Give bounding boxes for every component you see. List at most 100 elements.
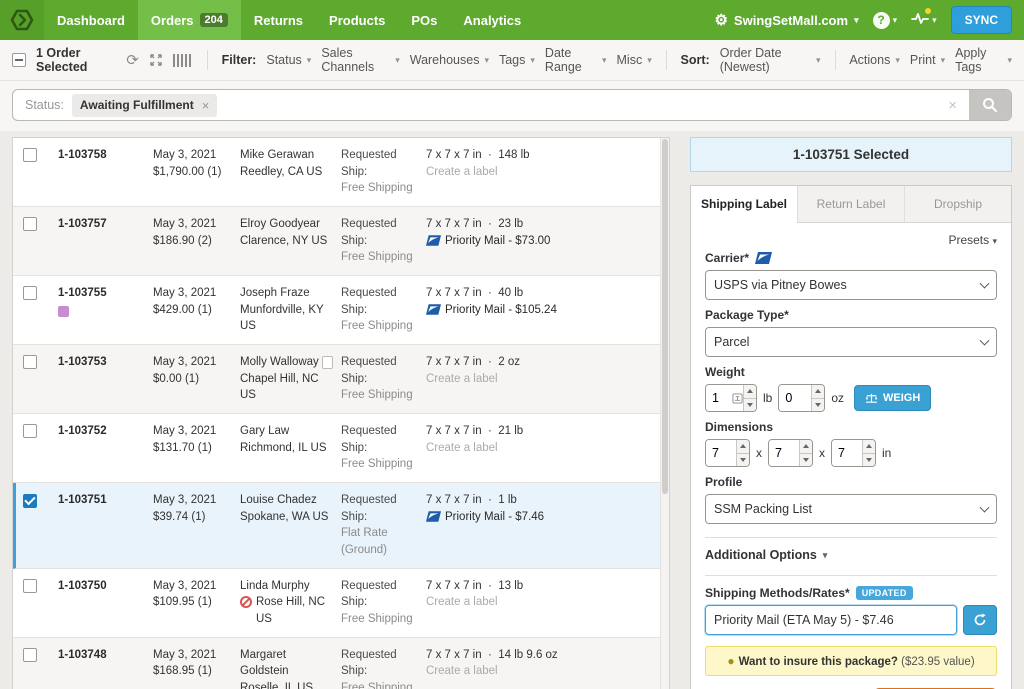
insure-text: Want to insure this package? [738,656,898,668]
dim-width-stepper[interactable] [799,440,812,466]
create-label-link[interactable]: Create a label [426,372,498,385]
store-menu[interactable]: ⚙ SwingSetMall.com ▾ [714,13,858,28]
order-id-link[interactable]: 1-103751 [58,494,107,507]
profile-label: Profile [705,475,743,489]
filter-warehouses[interactable]: Warehouses ▾ [410,53,489,67]
caret-down-icon: ▾ [895,54,900,65]
nav-item-dashboard[interactable]: Dashboard [44,0,138,40]
carrier-select[interactable]: USPS via Pitney Bowes [705,270,997,300]
filter-tags[interactable]: Tags ▾ [499,53,535,67]
sort-label: Sort: [680,53,710,67]
order-id-link[interactable]: 1-103757 [58,218,107,231]
usps-icon [426,510,441,522]
dim-length-stepper[interactable] [736,440,749,466]
rate-select[interactable]: Priority Mail (ETA May 5) - $7.46 [705,605,957,635]
dim-length-input[interactable] [706,440,736,466]
order-id-link[interactable]: 1-103758 [58,149,107,161]
filter-label: Filter: [221,53,257,67]
order-row[interactable]: 1-103755 May 3, 2021 $429.00 (1) Joseph Fra… [13,276,660,346]
order-id-link[interactable]: 1-103753 [58,356,107,369]
order-date-amount: May 3, 2021 $109.95 (1) [153,579,217,609]
sort-selector[interactable]: Order Date (Newest) ▾ [720,46,821,74]
weigh-button[interactable]: WEIGH [854,385,932,411]
filter-date-range[interactable]: Date Range ▾ [545,46,607,74]
tab-return-label[interactable]: Return Label [797,186,904,222]
search-button[interactable] [969,90,1011,120]
list-scrollbar[interactable] [660,138,669,689]
activity-menu[interactable]: ▾ [911,7,937,30]
main-content: 1-103758 May 3, 2021 $1,790.00 (1) Mike Ger… [0,131,1024,689]
scrollbar-thumb[interactable] [662,139,668,494]
order-row[interactable]: 1-103757 May 3, 2021 $186.90 (2) Elroy Good… [13,207,660,277]
close-icon[interactable]: × [201,97,210,113]
create-label-link[interactable]: Create a label [426,165,498,178]
refresh-icon[interactable]: ⟳ [126,52,139,69]
nav-item-returns[interactable]: Returns [241,0,316,40]
row-checkbox[interactable] [23,494,37,509]
row-checkbox[interactable] [23,424,37,439]
rate-link[interactable]: Priority Mail - $73.00 [426,235,550,247]
order-row[interactable]: 1-103758 May 3, 2021 $1,790.00 (1) Mike Ger… [13,138,660,208]
notification-dot [925,7,932,14]
refresh-rates-button[interactable] [963,605,997,635]
row-checkbox[interactable] [23,148,37,162]
row-checkbox[interactable] [23,286,37,301]
clear-search-icon[interactable]: × [948,96,957,114]
order-id-link[interactable]: 1-103752 [58,425,107,438]
help-menu[interactable]: ? ▾ [872,11,897,29]
weight-oz-input[interactable] [779,385,812,411]
nav-item-pos[interactable]: POs [398,0,450,40]
search-input[interactable]: Status: Awaiting Fulfillment × × [12,89,1012,121]
filter-misc[interactable]: Misc ▾ [617,53,652,67]
caret-down-icon: ▾ [530,54,535,65]
nav-item-analytics[interactable]: Analytics [450,0,534,40]
filter-status[interactable]: Status ▾ [266,53,311,67]
actions-menu[interactable]: Actions ▾ [849,53,900,67]
order-row[interactable]: 1-103748 May 3, 2021 $168.95 (1) Margaret G… [13,637,660,689]
status-filter-chip[interactable]: Awaiting Fulfillment × [71,93,218,117]
order-package-rate: 7 x 7 x 7 in · 21 lb Create a label [426,425,524,454]
order-row[interactable]: 1-103750 May 3, 2021 $109.95 (1) Linda Murp… [13,569,660,638]
select-all-checkbox[interactable] [12,53,26,67]
order-row[interactable]: 1-103751 May 3, 2021 $39.74 (1) Louise Chad… [13,483,660,569]
sync-button[interactable]: SYNC [950,6,1012,34]
nav-item-products[interactable]: Products [316,0,398,40]
order-id-link[interactable]: 1-103755 [58,287,107,300]
insurance-banner[interactable]: ● Want to insure this package? ($23.95 va… [705,646,997,676]
weigh-label: WEIGH [883,392,921,404]
row-checkbox[interactable] [23,355,37,370]
order-id-link[interactable]: 1-103750 [58,579,107,592]
rate-link[interactable]: Priority Mail - $105.24 [426,304,557,316]
dim-height-input[interactable] [832,440,862,466]
filter-sales-channels[interactable]: Sales Channels ▾ [321,46,399,74]
presets-menu[interactable]: Presets ▾ [705,233,997,247]
barcode-icon[interactable] [172,53,193,67]
dim-height-stepper[interactable] [862,440,875,466]
create-label-link[interactable]: Create a label [426,665,498,678]
row-checkbox[interactable] [23,647,37,662]
weight-lb-stepper[interactable] [743,385,756,411]
weight-lb-input[interactable] [706,385,732,411]
create-label-link[interactable]: Create a label [426,596,498,609]
weight-oz-stepper[interactable] [811,385,825,411]
nav-item-orders[interactable]: Orders 204 [137,0,241,40]
rate-link[interactable]: Priority Mail - $7.46 [426,511,544,523]
package-type-select[interactable]: Parcel [705,327,997,357]
row-checkbox[interactable] [23,217,37,232]
dim-width-input[interactable] [769,440,799,466]
order-row[interactable]: 1-103752 May 3, 2021 $131.70 (1) Gary Law Ri… [13,414,660,484]
tab-dropship[interactable]: Dropship [904,186,1011,222]
app-logo[interactable] [0,0,44,40]
hexagon-logo-icon [10,9,34,31]
expand-arrows-icon[interactable] [149,53,163,67]
print-menu[interactable]: Print ▾ [910,53,945,67]
tab-shipping-label[interactable]: Shipping Label [691,186,797,223]
apply-tags-menu[interactable]: Apply Tags ▾ [955,46,1012,74]
caret-down-icon: ▾ [395,54,400,65]
row-checkbox[interactable] [23,578,37,593]
order-row[interactable]: 1-103753 May 3, 2021 $0.00 (1) Molly Wallow… [13,345,660,415]
additional-options-toggle[interactable]: Additional Options ▾ [705,548,997,562]
profile-select[interactable]: SSM Packing List [705,494,997,524]
create-label-link[interactable]: Create a label [426,441,498,454]
order-id-link[interactable]: 1-103748 [58,648,107,661]
